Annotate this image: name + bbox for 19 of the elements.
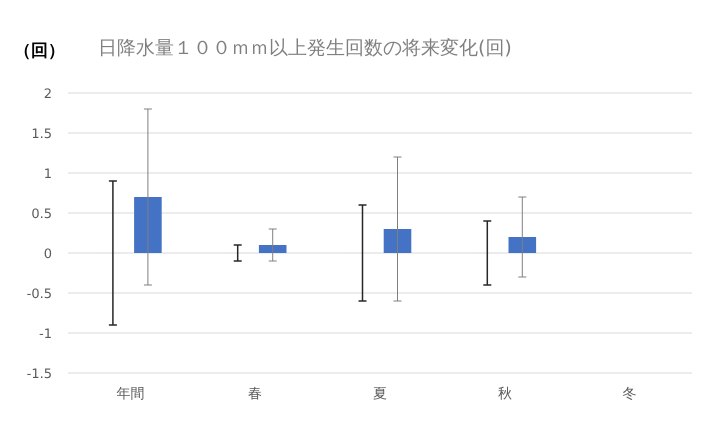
x-tick-label: 年間: [116, 386, 144, 402]
x-tick-label: 夏: [373, 386, 387, 402]
y-tick-label: 2: [44, 87, 52, 102]
bar: [134, 197, 162, 253]
x-tick-label: 冬: [622, 386, 637, 402]
bar: [258, 245, 286, 253]
y-tick-label: -1.5: [26, 367, 52, 382]
x-tick-label: 秋: [498, 386, 512, 402]
y-axis-title: （回）: [14, 41, 65, 61]
bar: [508, 237, 536, 253]
y-tick-label: 0.5: [31, 207, 52, 222]
y-tick-label: 0: [44, 247, 52, 262]
y-tick-label: 1: [44, 167, 52, 182]
y-tick-label: -1: [39, 327, 52, 342]
x-tick-label: 春: [248, 386, 262, 402]
bar: [384, 229, 412, 253]
chart-title: 日降水量１００ｍｍ以上発生回数の将来変化(回): [98, 37, 512, 59]
y-tick-label: -0.5: [26, 287, 52, 302]
y-tick-label: 1.5: [31, 127, 52, 142]
